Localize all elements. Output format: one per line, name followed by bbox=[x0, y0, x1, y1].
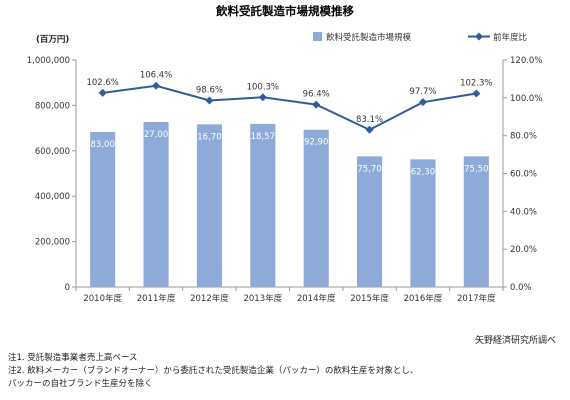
right-tick-label: 100.0% bbox=[510, 94, 542, 104]
source-credit: 矢野経済研究所調べ bbox=[474, 336, 556, 346]
chart-title: 飲料受託製造市場規模推移 bbox=[215, 4, 354, 18]
ratio-value-label: 100.3% bbox=[247, 82, 279, 92]
bar bbox=[463, 156, 489, 287]
bar bbox=[143, 121, 169, 287]
right-tick-label: 40.0% bbox=[510, 207, 537, 217]
x-tick-label: 2016年度 bbox=[404, 293, 443, 304]
plot-area: 0 200,000 400,000 600,000 800,000 1,000,000 0.… bbox=[27, 56, 543, 304]
bar-value-label: 575,700 bbox=[352, 164, 387, 174]
ratio-point bbox=[152, 81, 161, 90]
bar bbox=[250, 123, 276, 287]
left-axis-unit: (百万円) bbox=[36, 35, 69, 45]
bar bbox=[90, 131, 116, 287]
right-tick-label: 80.0% bbox=[510, 132, 537, 142]
ratio-value-label: 102.6% bbox=[86, 78, 118, 88]
legend-bar-swatch bbox=[313, 32, 322, 41]
ratio-point bbox=[312, 100, 321, 109]
ratio-value-label: 106.4% bbox=[140, 71, 172, 81]
legend: 飲料受託製造市場規模 前年度比 bbox=[313, 32, 527, 43]
legend-line-label: 前年度比 bbox=[493, 32, 527, 43]
x-tick-label: 2014年度 bbox=[297, 293, 336, 304]
bar-value-label: 716,700 bbox=[192, 132, 227, 142]
bar bbox=[410, 159, 436, 287]
right-tick-label: 20.0% bbox=[510, 245, 537, 255]
x-tick-label: 2015年度 bbox=[350, 293, 389, 304]
footnote-2: 注2. 飲料メーカー（ブランドオーナー）から委託された受託製造企業（パッカー）の… bbox=[8, 366, 419, 376]
footnote-1: 注1. 受託製造事業者売上高ベース bbox=[8, 353, 138, 363]
bar bbox=[303, 129, 329, 287]
bar-value-label: 683,000 bbox=[85, 140, 120, 150]
ratio-value-label: 102.3% bbox=[460, 78, 492, 88]
ratio-value-label: 83.1% bbox=[356, 115, 383, 125]
ratio-point bbox=[205, 96, 214, 105]
left-tick-label: 200,000 bbox=[35, 238, 70, 248]
left-tick-label: 600,000 bbox=[35, 147, 70, 157]
left-tick-label: 1,000,000 bbox=[27, 56, 70, 66]
right-tick-label: 60.0% bbox=[510, 170, 537, 180]
bar-value-label: 575,500 bbox=[459, 164, 494, 174]
x-tick-label: 2013年度 bbox=[243, 293, 282, 304]
bar bbox=[196, 124, 222, 287]
bar bbox=[357, 156, 383, 287]
footnotes: 注1. 受託製造事業者売上高ベース 注2. 飲料メーカー（ブランドオーナー）から… bbox=[8, 352, 418, 391]
ratio-point bbox=[418, 98, 427, 107]
bar-value-label: 692,900 bbox=[299, 138, 334, 148]
ratio-point bbox=[472, 89, 481, 98]
left-tick-label: 400,000 bbox=[35, 192, 70, 202]
ratio-value-label: 97.7% bbox=[409, 87, 436, 97]
footnote-3: パッカーの自社ブランド生産分を除く bbox=[8, 379, 153, 389]
left-tick-label: 800,000 bbox=[35, 101, 70, 111]
ratio-line bbox=[102, 84, 477, 131]
legend-line-marker bbox=[475, 32, 483, 41]
right-tick-label: 120.0% bbox=[510, 56, 542, 66]
legend-bar-label: 飲料受託製造市場規模 bbox=[326, 32, 412, 43]
ratio-point bbox=[258, 93, 267, 102]
bar-value-label: 718,570 bbox=[245, 132, 280, 142]
x-tick-label: 2017年度 bbox=[457, 293, 496, 304]
ratio-value-label: 96.4% bbox=[303, 90, 330, 100]
x-tick-label: 2012年度 bbox=[190, 293, 229, 304]
left-tick-label: 0 bbox=[65, 283, 70, 293]
x-tick-label: 2011年度 bbox=[137, 293, 176, 304]
right-tick-label: 0.0% bbox=[510, 283, 532, 293]
ratio-value-label: 98.6% bbox=[196, 85, 223, 95]
x-tick-label: 2010年度 bbox=[83, 293, 122, 304]
ratio-point bbox=[365, 125, 374, 134]
bar-value-label: 727,000 bbox=[138, 130, 173, 140]
ratio-point bbox=[98, 88, 107, 97]
bar-value-label: 562,300 bbox=[405, 167, 440, 177]
